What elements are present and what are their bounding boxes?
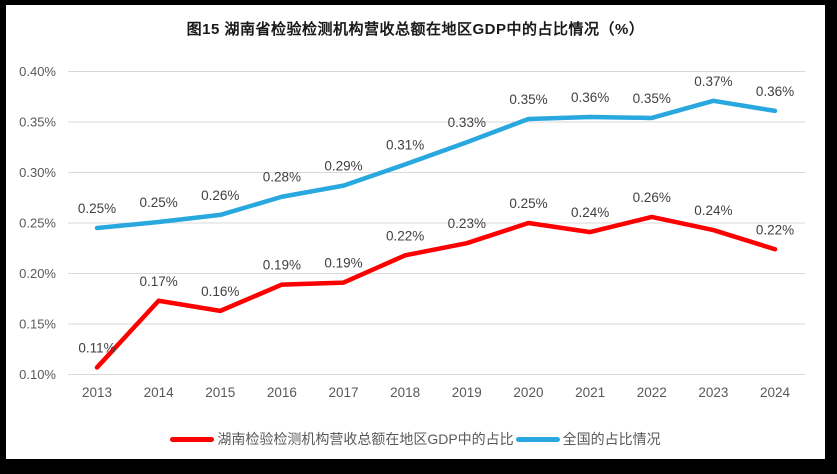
x-axis-tick-label: 2016 — [267, 385, 297, 400]
data-label-national: 0.28% — [263, 170, 301, 185]
x-axis-tick-label: 2018 — [390, 385, 420, 400]
data-label-national: 0.36% — [756, 84, 794, 99]
legend: 湖南检验检测机构营收总额在地区GDP中的占比 全国的占比情况 — [6, 429, 825, 449]
series-line-hunan — [94, 214, 778, 370]
data-label-hunan: 0.26% — [633, 190, 671, 205]
chart-canvas: 图15 湖南省检验检测机构营收总额在地区GDP中的占比情况（%） 0.40% 0.… — [6, 5, 825, 459]
data-label-national: 0.36% — [571, 90, 609, 105]
line-chart-plot-area: 0.40% 0.35% 0.30% 0.25% 0.20% 0.15% 0.10% 2013 2… — [19, 64, 805, 400]
series-line-national — [94, 98, 778, 231]
x-axis-tick-label: 2020 — [513, 385, 543, 400]
x-axis-tick-label: 2021 — [575, 385, 605, 400]
data-label-national: 0.26% — [201, 188, 239, 203]
data-label-hunan: 0.16% — [201, 284, 239, 299]
data-label-hunan: 0.24% — [571, 205, 609, 220]
y-axis-tick-label: 0.15% — [19, 317, 56, 332]
legend-label-national: 全国的占比情况 — [562, 431, 661, 447]
y-axis-tick-label: 0.25% — [19, 216, 56, 231]
x-axis-tick-label: 2022 — [637, 385, 667, 400]
x-axis-tick-label: 2023 — [698, 385, 728, 400]
x-axis-tick-label: 2015 — [205, 385, 235, 400]
x-axis-tick-label: 2017 — [329, 385, 359, 400]
data-label-national: 0.33% — [448, 115, 486, 130]
data-label-hunan: 0.17% — [139, 274, 177, 289]
data-label-hunan: 0.19% — [324, 256, 362, 271]
legend-line-swatch-hunan — [170, 436, 215, 442]
legend-label-hunan: 湖南检验检测机构营收总额在地区GDP中的占比 — [217, 431, 514, 447]
data-label-national: 0.25% — [78, 201, 116, 216]
x-axis-tick-label: 2024 — [760, 385, 791, 400]
chart-title: 图15 湖南省检验检测机构营收总额在地区GDP中的占比情况（%） — [186, 21, 645, 38]
data-label-national: 0.35% — [509, 92, 547, 107]
data-label-hunan: 0.24% — [694, 203, 732, 218]
data-label-hunan: 0.19% — [263, 258, 301, 273]
data-label-hunan: 0.23% — [448, 216, 486, 231]
legend-item-hunan: 湖南检验检测机构营收总额在地区GDP中的占比 — [170, 429, 514, 449]
y-axis-tick-label: 0.40% — [19, 64, 56, 79]
data-label-national: 0.29% — [324, 159, 362, 174]
x-axis-tick-label: 2019 — [452, 385, 482, 400]
legend-item-national: 全国的占比情况 — [515, 429, 661, 449]
data-label-national: 0.35% — [633, 91, 671, 106]
y-axis-tick-label: 0.20% — [19, 266, 56, 281]
y-axis-tick-label: 0.30% — [19, 165, 56, 180]
x-axis-tick-label: 2013 — [82, 385, 112, 400]
legend-line-swatch-national — [515, 436, 560, 442]
x-axis-tick-label: 2014 — [144, 385, 175, 400]
data-label-national: 0.37% — [694, 74, 732, 89]
y-axis-tick-label: 0.35% — [19, 115, 56, 130]
data-label-hunan: 0.22% — [386, 228, 424, 243]
data-label-national: 0.25% — [139, 195, 177, 210]
y-axis-tick-label: 0.10% — [19, 367, 56, 382]
data-label-hunan: 0.25% — [509, 196, 547, 211]
data-label-hunan: 0.11% — [78, 340, 115, 355]
data-label-hunan: 0.22% — [756, 222, 794, 237]
data-label-national: 0.31% — [386, 137, 424, 152]
